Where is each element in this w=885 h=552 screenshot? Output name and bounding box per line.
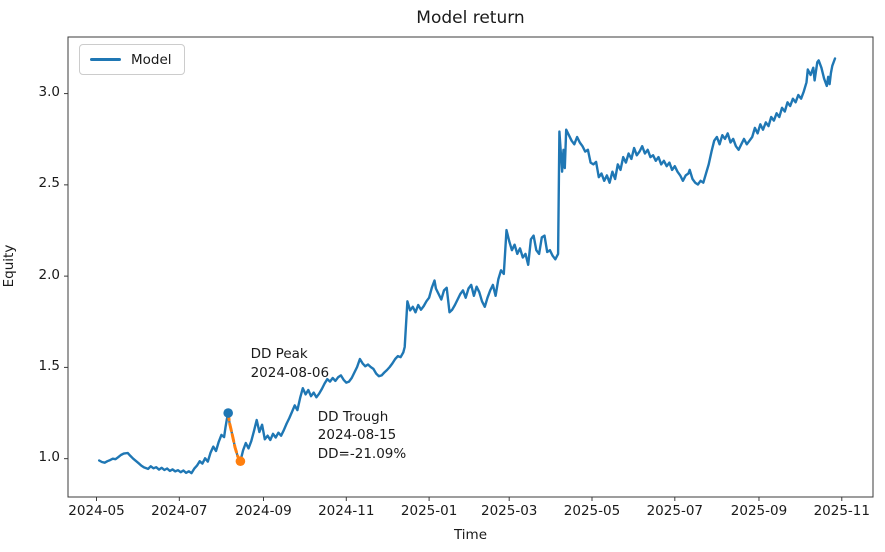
legend-line-sample (90, 58, 121, 61)
x-tick-label: 2025-03 (480, 503, 538, 519)
y-tick-label: 2.5 (38, 175, 60, 192)
x-tick-label: 2024-11 (318, 503, 375, 519)
x-tick-label: 2025-11 (813, 503, 870, 519)
legend: Model (79, 44, 185, 75)
annotation-line: DD Peak (250, 346, 308, 363)
y-tick-label: 3.0 (38, 84, 60, 101)
x-tick-label: 2024-05 (68, 503, 125, 519)
annotation-dd-peak: DD Peak 2024-08-06 (251, 345, 329, 382)
chart-title: Model return (416, 8, 525, 28)
drawdown-segment-line (226, 411, 242, 463)
x-tick-label: 2024-07 (151, 503, 208, 519)
annotation-line: 2024-08-15 (317, 427, 397, 444)
x-tick-label: 2025-07 (646, 503, 703, 519)
y-tick-label: 1.5 (38, 357, 60, 374)
annotation-line: 2024-08-06 (250, 364, 330, 381)
x-tick-label: 2025-09 (730, 503, 788, 519)
model-equity-line (97, 57, 837, 475)
annotation-line: DD=-21.09% (317, 445, 407, 462)
axes-frame (67, 36, 874, 498)
y-tick-label: 1.0 (38, 449, 60, 466)
dd-trough-marker (235, 456, 246, 467)
y-tick-label: 2.0 (38, 266, 60, 283)
annotation-line: DD Trough (317, 408, 389, 425)
dd-peak-marker (223, 408, 233, 418)
x-tick-label: 2025-05 (563, 503, 621, 519)
annotation-dd-trough: DD Trough 2024-08-15 DD=-21.09% (318, 408, 406, 464)
x-axis-label: Time (453, 527, 488, 543)
y-axis-label: Equity (1, 244, 17, 288)
x-tick-label: 2025-01 (400, 503, 458, 519)
x-tick-label: 2024-09 (235, 503, 292, 519)
legend-entry-label: Model (131, 51, 172, 68)
